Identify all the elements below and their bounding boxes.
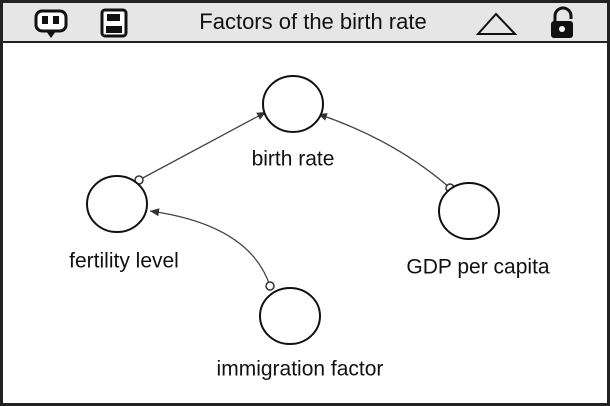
connector <box>317 113 451 189</box>
map-icon[interactable] <box>34 9 68 38</box>
node-circle[interactable] <box>438 182 500 240</box>
lock-icon[interactable] <box>551 6 573 38</box>
connector <box>138 111 267 181</box>
node-label: birth rate <box>252 148 335 171</box>
connector <box>149 208 271 287</box>
node-circle[interactable] <box>86 175 148 233</box>
connector-origin <box>265 281 275 291</box>
node-label: immigration factor <box>217 358 384 381</box>
triangle-button[interactable] <box>475 12 518 35</box>
node-circle[interactable] <box>262 75 324 133</box>
node-circle[interactable] <box>259 287 321 345</box>
node-label: GDP per capita <box>406 256 550 279</box>
node-label: fertility level <box>69 250 179 273</box>
save-icon[interactable] <box>100 8 128 38</box>
window-title: Factors of the birth rate <box>199 9 426 34</box>
